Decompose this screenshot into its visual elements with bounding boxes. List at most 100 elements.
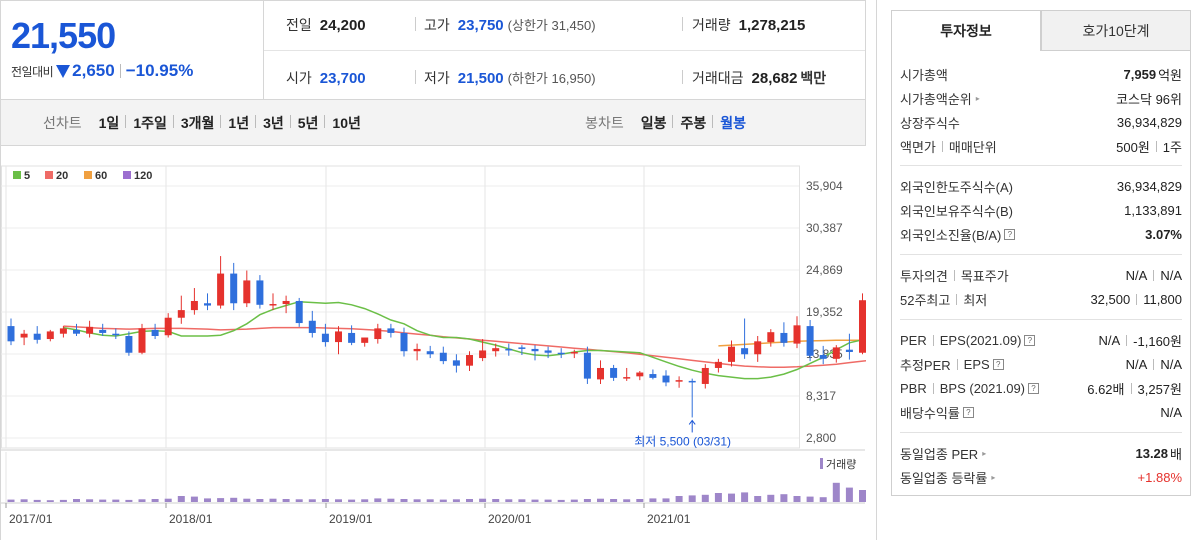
legend-label: 20 <box>56 170 68 182</box>
par-value: 500원 <box>1116 139 1150 155</box>
row-value: +1.88% <box>1137 469 1182 485</box>
help-icon[interactable]: ? <box>1024 334 1036 346</box>
y-tick-label: 30,387 <box>806 221 843 235</box>
stat-label: 저가 <box>424 70 450 86</box>
row-value: 36,934,829 <box>1116 178 1182 194</box>
candle-period-button[interactable]: 주봉 <box>672 113 713 133</box>
stock-panel: 21,550 전일대비 2,650 −10.95% 전일 24,200 고가 2… <box>0 0 866 540</box>
row-label: 투자의견 목표주가 <box>900 266 1009 285</box>
candle-body <box>46 331 54 340</box>
stat-open: 시가 23,700 <box>286 68 366 88</box>
volume-bar <box>335 499 342 502</box>
volume-bar <box>308 499 316 502</box>
candle-period-button[interactable]: 월봉 <box>712 113 753 133</box>
low-arrowhead <box>688 419 696 425</box>
candle-body <box>269 304 277 306</box>
period-button[interactable]: 1일 <box>98 114 120 131</box>
period-button[interactable]: 10년 <box>324 113 367 133</box>
volume-bar <box>243 498 251 502</box>
volume-bar <box>688 495 696 502</box>
stat-value: 28,682 <box>751 70 798 87</box>
candle-body <box>243 280 251 304</box>
x-tick-label: 2020/01 <box>488 512 532 526</box>
help-icon[interactable]: ? <box>1028 382 1040 394</box>
period-button[interactable]: 3개월 <box>172 113 222 133</box>
candle-body <box>531 348 539 352</box>
current-price: 21,550 <box>11 15 116 56</box>
volume-bar <box>780 494 788 502</box>
line-period-group: 1일 1주일 3개월 1년 3년 5년 10년 <box>92 113 368 133</box>
candle-body <box>662 375 670 383</box>
stat-label: 전일 <box>286 17 312 33</box>
candle-body <box>20 333 28 338</box>
candle-body <box>439 352 447 362</box>
caret-right-icon: ▸ <box>975 93 980 103</box>
divider <box>1126 334 1128 346</box>
change-rate: −10.95% <box>125 61 194 80</box>
volume-bar <box>806 496 814 502</box>
candle-period-button[interactable]: 일봉 <box>640 114 667 131</box>
industry-per-value: 13.28 <box>1135 445 1169 461</box>
help-icon[interactable]: ? <box>962 406 974 418</box>
trade-unit-value: 1주 <box>1162 139 1182 155</box>
row-foreign-hold: 외국인보유주식수(B) 1,133,891 <box>900 200 1182 220</box>
row-industry-per: 동일업종 PER ▸ 13.28 배 <box>900 443 1182 463</box>
candle-body <box>99 329 107 333</box>
stat-amount: 거래대금 28,682 백만 <box>692 68 826 88</box>
volume-bar <box>662 498 670 502</box>
stat-low: 저가 21,500 (하한가 16,950) <box>424 68 596 88</box>
candle-body <box>701 367 709 384</box>
volume-bar <box>295 499 303 502</box>
row-label: 액면가 매매단위 <box>900 137 997 156</box>
volume-bar <box>125 499 133 502</box>
help-icon[interactable]: ? <box>1004 228 1016 240</box>
candle-body <box>466 355 473 366</box>
price-plot-frame <box>1 165 800 449</box>
stat-sub: (하한가 16,950) <box>507 71 596 86</box>
industry-per-label[interactable]: 동일업종 PER <box>900 446 979 462</box>
volume-bar <box>73 499 80 502</box>
w52-high-value: 32,500 <box>1090 291 1131 307</box>
industry-rate-label[interactable]: 동일업종 등락률 <box>900 470 988 486</box>
volume-bar <box>741 492 749 502</box>
y-tick-label: 2,800 <box>806 431 836 445</box>
divider <box>415 70 416 84</box>
candle-body <box>806 326 814 356</box>
row-label: 추정PER EPS? <box>900 355 1004 374</box>
period-button[interactable]: 1주일 <box>125 113 174 133</box>
help-icon[interactable]: ? <box>992 358 1004 370</box>
row-value: N/A <box>1160 404 1182 420</box>
volume-bar <box>793 496 801 502</box>
divider <box>1153 269 1155 281</box>
row-label: 시가총액 <box>900 67 948 83</box>
market-cap-value: 7,959 <box>1123 66 1157 82</box>
opinion-value: N/A <box>1125 267 1148 283</box>
per-label: PER <box>900 332 927 348</box>
row-value: 13.28 배 <box>1135 444 1182 463</box>
rank-label[interactable]: 시가총액순위 <box>900 91 972 107</box>
row-value: N/A -1,160원 <box>1099 331 1183 350</box>
row-industry-rate: 동일업종 등락률 ▸ +1.88% <box>900 467 1182 487</box>
period-button[interactable]: 1년 <box>220 113 256 133</box>
stat-volume: 거래량 1,278,215 <box>692 15 805 35</box>
eps-label: EPS(2021.09) <box>939 332 1022 348</box>
candle-body <box>321 333 329 343</box>
volume-legend-swatch <box>820 458 823 469</box>
period-button[interactable]: 3년 <box>255 113 291 133</box>
volume-bar <box>518 499 526 502</box>
stat-label: 거래량 <box>692 17 731 33</box>
per-value: N/A <box>1098 332 1121 348</box>
candle-body <box>73 329 80 334</box>
row-foreign-rate: 외국인소진율(B/A)? 3.07% <box>900 224 1182 244</box>
chart-toolbar: 선차트 1일 1주일 3개월 1년 3년 5년 10년 봉차트 일봉 주봉 월봉 <box>0 100 866 146</box>
legend-label: 5 <box>24 170 30 182</box>
trade-unit-label: 매매단위 <box>948 139 997 155</box>
candle-body <box>845 349 853 352</box>
period-button[interactable]: 5년 <box>289 113 326 133</box>
volume-bar <box>479 498 487 502</box>
volume-bar <box>754 496 762 502</box>
tab-investment-info[interactable]: 투자정보 <box>891 10 1041 51</box>
volume-bar <box>623 499 631 502</box>
candle-body <box>597 367 604 380</box>
tab-order-book[interactable]: 호가10단계 <box>1041 10 1191 51</box>
